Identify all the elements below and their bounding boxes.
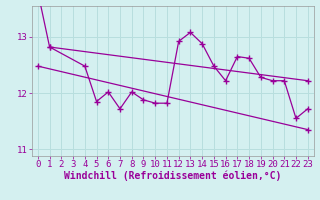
- X-axis label: Windchill (Refroidissement éolien,°C): Windchill (Refroidissement éolien,°C): [64, 171, 282, 181]
